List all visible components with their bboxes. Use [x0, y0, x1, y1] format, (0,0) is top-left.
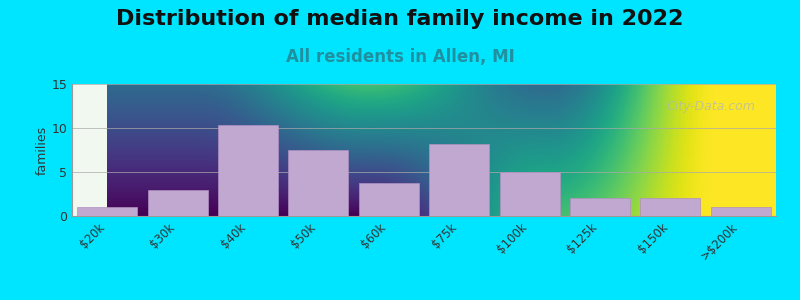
Bar	[289, 150, 348, 216]
Bar	[570, 198, 630, 216]
Bar	[78, 207, 137, 216]
Bar	[148, 190, 207, 216]
Y-axis label: families: families	[35, 125, 49, 175]
Bar	[711, 207, 770, 216]
Bar	[430, 144, 489, 216]
Bar	[641, 198, 700, 216]
Text: City-Data.com: City-Data.com	[666, 100, 755, 113]
Bar	[218, 125, 278, 216]
Text: All residents in Allen, MI: All residents in Allen, MI	[286, 48, 514, 66]
Bar	[500, 172, 559, 216]
Text: Distribution of median family income in 2022: Distribution of median family income in …	[116, 9, 684, 29]
Bar	[359, 183, 418, 216]
